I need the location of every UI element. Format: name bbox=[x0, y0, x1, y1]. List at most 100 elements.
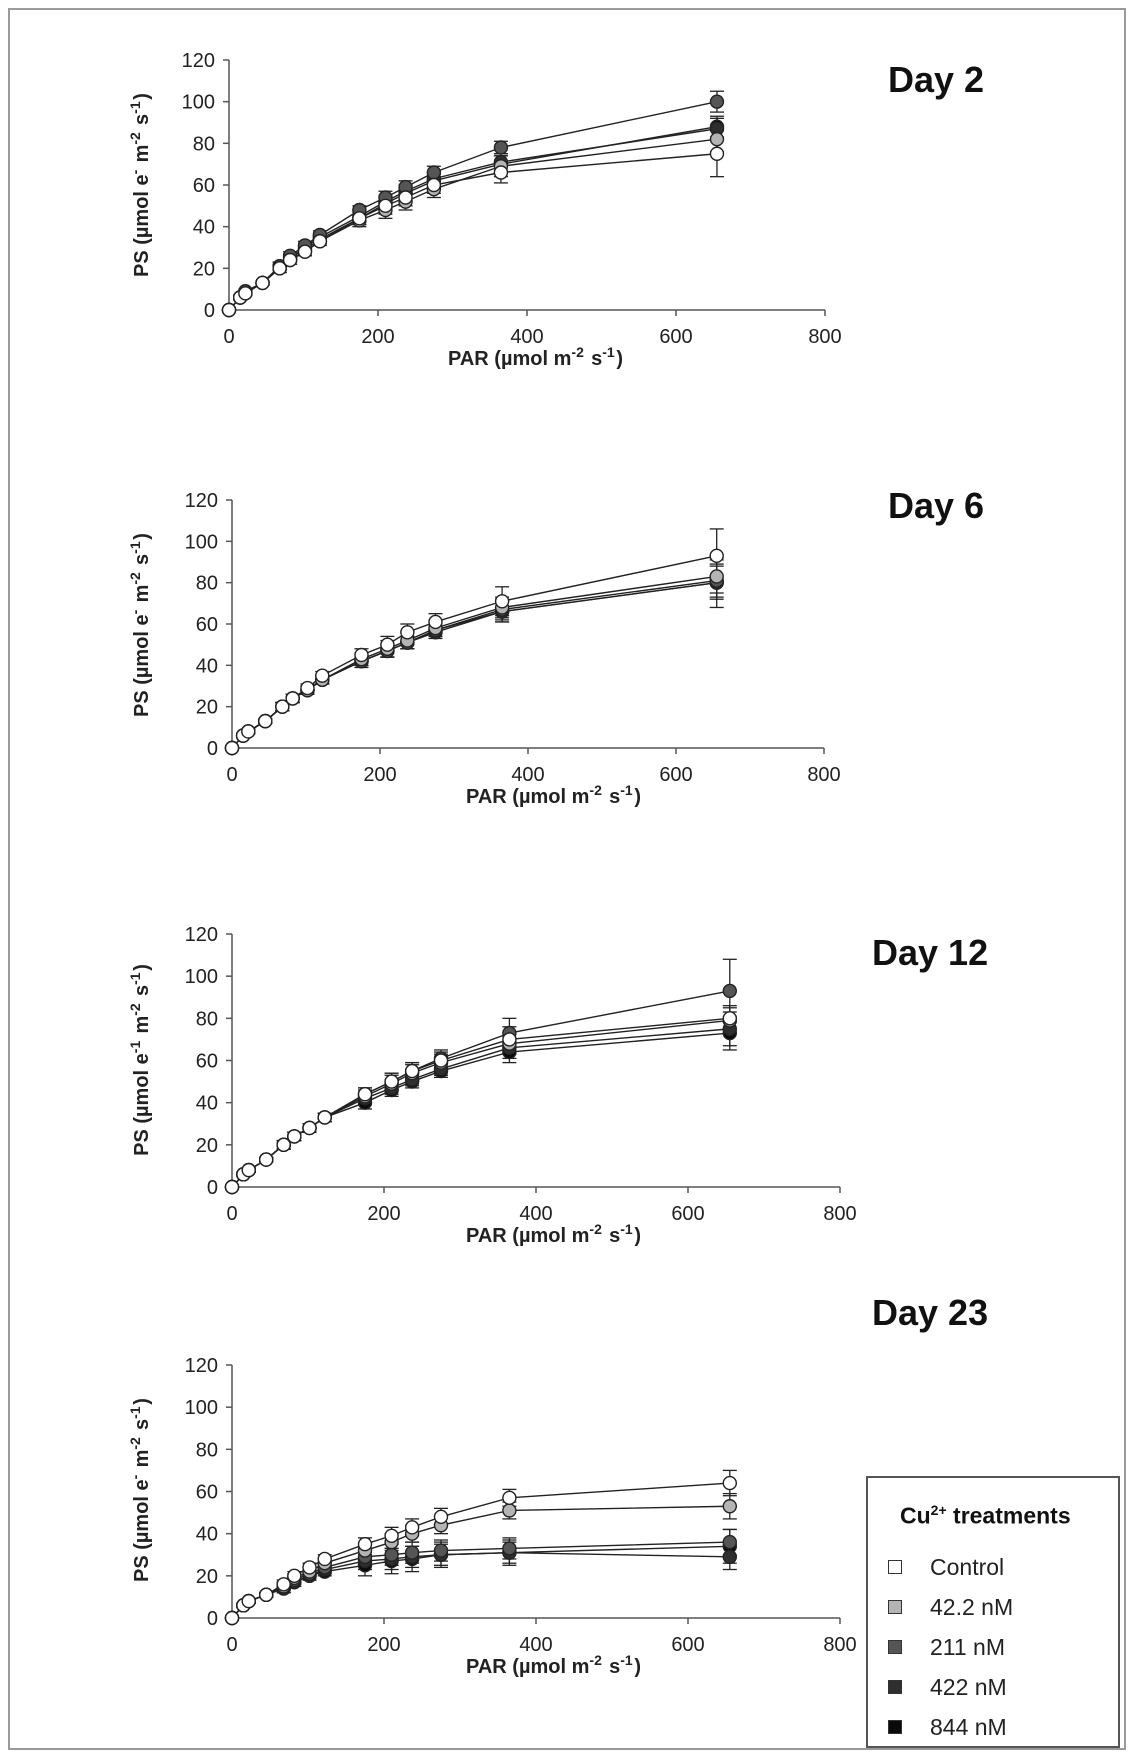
data-point bbox=[426, 165, 442, 180]
data-point bbox=[722, 1475, 737, 1491]
data-point bbox=[426, 177, 442, 193]
legend-title: Cu2+ treatments bbox=[900, 1502, 1071, 1530]
data-point bbox=[400, 625, 415, 640]
data-point bbox=[259, 1152, 274, 1167]
series-line bbox=[231, 555, 717, 749]
data-point bbox=[404, 1545, 420, 1560]
data-point bbox=[433, 1053, 449, 1068]
data-point bbox=[493, 165, 509, 180]
series-line bbox=[228, 100, 718, 311]
data-point bbox=[224, 1610, 240, 1626]
data-point bbox=[433, 1543, 449, 1558]
data-point bbox=[287, 1568, 302, 1584]
data-point bbox=[380, 637, 395, 652]
y-tick-label: 0 bbox=[204, 300, 215, 322]
data-point bbox=[317, 1110, 332, 1125]
y-axis-title: PS (µmol e-1 m-2 s-1 ) bbox=[127, 964, 153, 1156]
legend-title-rest: treatments bbox=[946, 1502, 1071, 1529]
panel-title: Day 2 bbox=[888, 59, 984, 100]
x-tick-label: 600 bbox=[671, 1634, 704, 1656]
data-point bbox=[300, 680, 315, 696]
y-tick-label: 120 bbox=[185, 1355, 218, 1377]
y-tick-label: 100 bbox=[185, 531, 218, 553]
y-tick-label: 40 bbox=[196, 1524, 218, 1546]
series-line bbox=[228, 153, 718, 311]
x-tick-label: 200 bbox=[367, 1634, 400, 1656]
panel-title: Day 6 bbox=[888, 485, 984, 526]
y-tick-label: 120 bbox=[185, 924, 218, 946]
series-line bbox=[231, 990, 730, 1188]
series-line bbox=[228, 138, 718, 311]
y-tick-label: 20 bbox=[196, 1135, 218, 1157]
series-line bbox=[231, 1019, 730, 1188]
data-point bbox=[384, 1074, 399, 1089]
data-point bbox=[241, 724, 256, 739]
y-tick-label: 100 bbox=[185, 1397, 218, 1419]
y-tick-label: 80 bbox=[196, 1008, 218, 1030]
series-line bbox=[231, 581, 717, 749]
y-tick-label: 60 bbox=[196, 1051, 218, 1073]
series-line bbox=[231, 1028, 730, 1188]
data-point bbox=[722, 1011, 737, 1026]
legend-item-422nm: 422 nM bbox=[888, 1672, 1007, 1702]
data-point bbox=[493, 140, 509, 155]
series-line bbox=[231, 1482, 730, 1619]
x-tick-label: 200 bbox=[363, 764, 396, 786]
x-axis-title: PAR (µmol m-2 s-1 ) bbox=[466, 1652, 641, 1678]
y-tick-label: 40 bbox=[193, 217, 215, 239]
series-line bbox=[231, 579, 717, 749]
legend-swatch-42nm bbox=[888, 1600, 902, 1614]
data-point bbox=[494, 594, 510, 609]
y-tick-label: 0 bbox=[207, 1177, 218, 1199]
y-tick-label: 80 bbox=[196, 1439, 218, 1461]
panel-title: Day 12 bbox=[872, 932, 988, 973]
legend-label-422nm: 422 nM bbox=[930, 1673, 1007, 1700]
data-point bbox=[722, 1549, 737, 1565]
data-point bbox=[275, 699, 290, 714]
figure-frame bbox=[8, 8, 1126, 1750]
data-point bbox=[722, 1499, 737, 1514]
x-tick-label: 400 bbox=[519, 1203, 552, 1225]
x-tick-label: 600 bbox=[671, 1203, 704, 1225]
y-tick-label: 60 bbox=[196, 1482, 218, 1504]
legend-label-844nm: 844 nM bbox=[930, 1713, 1007, 1740]
data-point bbox=[502, 1541, 517, 1556]
data-point bbox=[709, 569, 724, 584]
data-point bbox=[709, 146, 725, 161]
y-tick-label: 120 bbox=[185, 490, 218, 512]
x-tick-label: 600 bbox=[659, 326, 692, 348]
chart-panel-4: 0 20 40 60 80 100 120 0 200 400 600 800 PAR (µmol m-… bbox=[127, 1292, 988, 1678]
legend-swatch-211nm bbox=[888, 1640, 902, 1654]
y-tick-label: 20 bbox=[196, 1566, 218, 1588]
legend: Cu2+ treatments Control 42.2 nM 211 nM 4… bbox=[866, 1476, 1120, 1748]
y-tick-label: 20 bbox=[196, 697, 218, 719]
data-point bbox=[317, 1551, 332, 1567]
x-tick-label: 400 bbox=[519, 1634, 552, 1656]
legend-label-211nm: 211 nM bbox=[930, 1633, 1006, 1660]
data-point bbox=[722, 983, 737, 999]
data-point bbox=[709, 548, 724, 563]
data-point bbox=[398, 190, 413, 205]
data-point bbox=[276, 1577, 291, 1592]
data-point bbox=[238, 286, 253, 301]
series-line bbox=[228, 125, 718, 311]
x-tick-label: 800 bbox=[823, 1634, 856, 1656]
data-point bbox=[357, 1087, 373, 1102]
data-point bbox=[221, 302, 237, 318]
data-point bbox=[428, 614, 443, 630]
data-point bbox=[241, 1162, 256, 1178]
data-point bbox=[272, 261, 287, 276]
data-point bbox=[255, 275, 270, 291]
y-tick-label: 40 bbox=[196, 1093, 218, 1115]
legend-item-211nm: 211 nM bbox=[888, 1632, 1005, 1662]
data-point bbox=[224, 1179, 240, 1195]
data-point bbox=[259, 1587, 274, 1603]
legend-title-main: Cu bbox=[900, 1502, 931, 1529]
x-tick-label: 0 bbox=[223, 326, 234, 348]
series-line bbox=[231, 581, 717, 749]
data-point bbox=[384, 1547, 399, 1562]
data-point bbox=[287, 1129, 302, 1144]
data-point bbox=[302, 1120, 317, 1136]
data-point bbox=[282, 252, 298, 268]
